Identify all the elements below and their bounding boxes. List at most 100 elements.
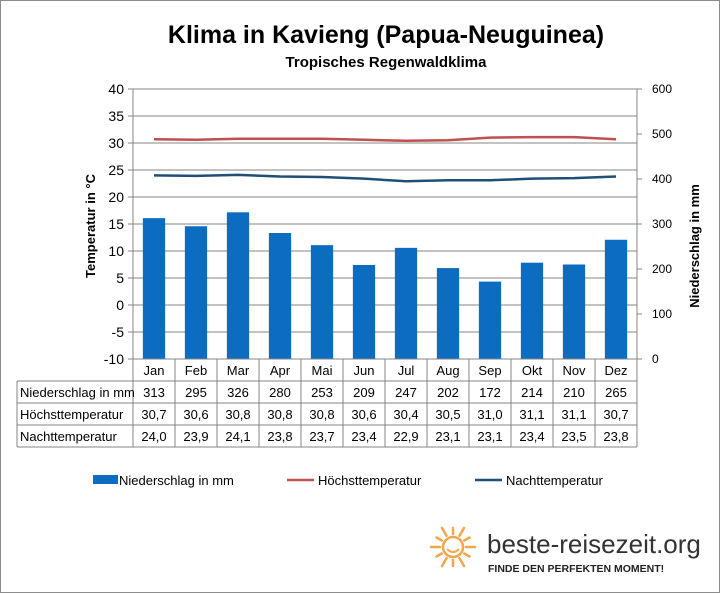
- table-cell: 30,8: [309, 407, 334, 422]
- table-cell: 30,8: [267, 407, 292, 422]
- category-label-jun: Jun: [354, 363, 375, 378]
- table-cell: 23,9: [183, 429, 208, 444]
- table-cell: 295: [185, 385, 207, 400]
- left-tick-label: 5: [116, 270, 124, 286]
- right-tick-label: 200: [652, 262, 672, 276]
- category-label-okt: Okt: [522, 363, 543, 378]
- y-axis-left-label: Temperatur in °C: [83, 173, 98, 278]
- sun-ray: [440, 526, 448, 537]
- legend-swatch-precipitation: [93, 475, 118, 484]
- legend: Niederschlag in mm Höchsttemperatur Nachtt…: [93, 473, 603, 488]
- table-row-header: Niederschlag in mm: [20, 385, 135, 400]
- table-cell: 23,1: [435, 429, 460, 444]
- table-cell: 23,4: [519, 429, 544, 444]
- precipitation-bar-jun: [352, 264, 376, 359]
- left-tick-label: 10: [108, 243, 124, 259]
- table-cell: 30,7: [603, 407, 628, 422]
- left-tick-label: 30: [108, 135, 124, 151]
- sun-ray: [435, 552, 443, 558]
- table-cell: 24,1: [225, 429, 250, 444]
- left-tick-label: 0: [116, 297, 124, 313]
- legend-label: Nachttemperatur: [506, 473, 603, 488]
- legend-label: Höchsttemperatur: [318, 473, 422, 488]
- axes: -10-505101520253035400100200300400500600…: [83, 81, 702, 367]
- category-label-dez: Dez: [604, 363, 627, 378]
- sun-ray: [463, 552, 471, 558]
- sun-ray: [440, 557, 448, 568]
- precipitation-bar-dez: [604, 239, 628, 359]
- max-temperature-line: [153, 135, 617, 143]
- category-label-feb: Feb: [185, 363, 207, 378]
- table-row-header: Höchsttemperatur: [20, 407, 124, 422]
- brand-site-name: beste-reisezeit.org: [487, 529, 701, 559]
- precipitation-bar-nov: [562, 264, 586, 359]
- night-temperature-line: [153, 173, 617, 183]
- temperature-lines: [153, 135, 617, 183]
- precipitation-bar-okt: [520, 262, 544, 359]
- table-cell: 30,6: [183, 407, 208, 422]
- table-cell: 22,9: [393, 429, 418, 444]
- category-label-mai: Mai: [312, 363, 333, 378]
- category-label-mar: Mar: [227, 363, 250, 378]
- brand-slogan: FINDE DEN PERFEKTEN MOMENT!: [488, 563, 664, 575]
- table-cell: 280: [269, 385, 291, 400]
- table-cell: 326: [227, 385, 249, 400]
- precipitation-bar-jan: [142, 218, 166, 359]
- table-cell: 30,5: [435, 407, 460, 422]
- data-table: Jan Feb Mar Apr Mai Jun Jul Aug Sep Okt Nov Dez Nied…: [16, 358, 638, 448]
- precipitation-bar-feb: [184, 226, 208, 359]
- right-tick-label: 500: [652, 127, 672, 141]
- left-tick-label: -5: [112, 324, 125, 340]
- precipitation-bar-jul: [394, 247, 418, 359]
- sun-ray: [458, 557, 466, 568]
- table-cell: 30,7: [141, 407, 166, 422]
- chart-subtitle: Tropisches Regenwaldklima: [286, 54, 488, 71]
- precipitation-bar-aug: [436, 268, 460, 359]
- precipitation-bar-apr: [268, 233, 292, 359]
- table-cell: 31,1: [561, 407, 586, 422]
- left-tick-label: 35: [108, 108, 124, 124]
- table-cell: 172: [479, 385, 501, 400]
- precipitation-bar-sep: [478, 281, 502, 359]
- table-cell: 31,0: [477, 407, 502, 422]
- table-cell: 265: [605, 385, 627, 400]
- right-tick-label: 400: [652, 172, 672, 186]
- legend-label: Niederschlag in mm: [119, 473, 234, 488]
- right-tick-label: 600: [652, 82, 672, 96]
- y-axis-right-label: Niederschlag in mm: [687, 184, 702, 308]
- table-cell: 24,0: [141, 429, 166, 444]
- table-cell: 23,7: [309, 429, 334, 444]
- sun-smile: [446, 548, 460, 553]
- left-tick-label: 40: [108, 81, 124, 97]
- table-cell: 31,1: [519, 407, 544, 422]
- sun-ray: [463, 536, 471, 542]
- sun-ray: [435, 536, 443, 542]
- right-tick-label: 100: [652, 307, 672, 321]
- table-cell: 209: [353, 385, 375, 400]
- table-cell: 23,1: [477, 429, 502, 444]
- table-cell: 23,4: [351, 429, 376, 444]
- precipitation-bar-mar: [226, 212, 250, 359]
- branding: beste-reisezeit.org FINDE DEN PERFEKTEN …: [429, 526, 701, 575]
- table-cell: 202: [437, 385, 459, 400]
- table-cell: 23,8: [603, 429, 628, 444]
- table-cell: 23,5: [561, 429, 586, 444]
- table-cell: 214: [521, 385, 543, 400]
- left-tick-label: -10: [104, 351, 124, 367]
- sun-ray: [458, 526, 466, 537]
- category-label-nov: Nov: [562, 363, 586, 378]
- right-tick-label: 300: [652, 217, 672, 231]
- table-cell: 30,6: [351, 407, 376, 422]
- precipitation-bars: [142, 212, 628, 359]
- right-tick-label: 0: [652, 352, 659, 366]
- table-cell: 30,4: [393, 407, 418, 422]
- gridlines: [132, 88, 638, 360]
- left-tick-label: 25: [108, 162, 124, 178]
- category-label-sep: Sep: [478, 363, 501, 378]
- sun-disc: [441, 535, 465, 559]
- table-row-header: Nachttemperatur: [20, 429, 117, 444]
- table-cell: 30,8: [225, 407, 250, 422]
- category-label-jul: Jul: [398, 363, 415, 378]
